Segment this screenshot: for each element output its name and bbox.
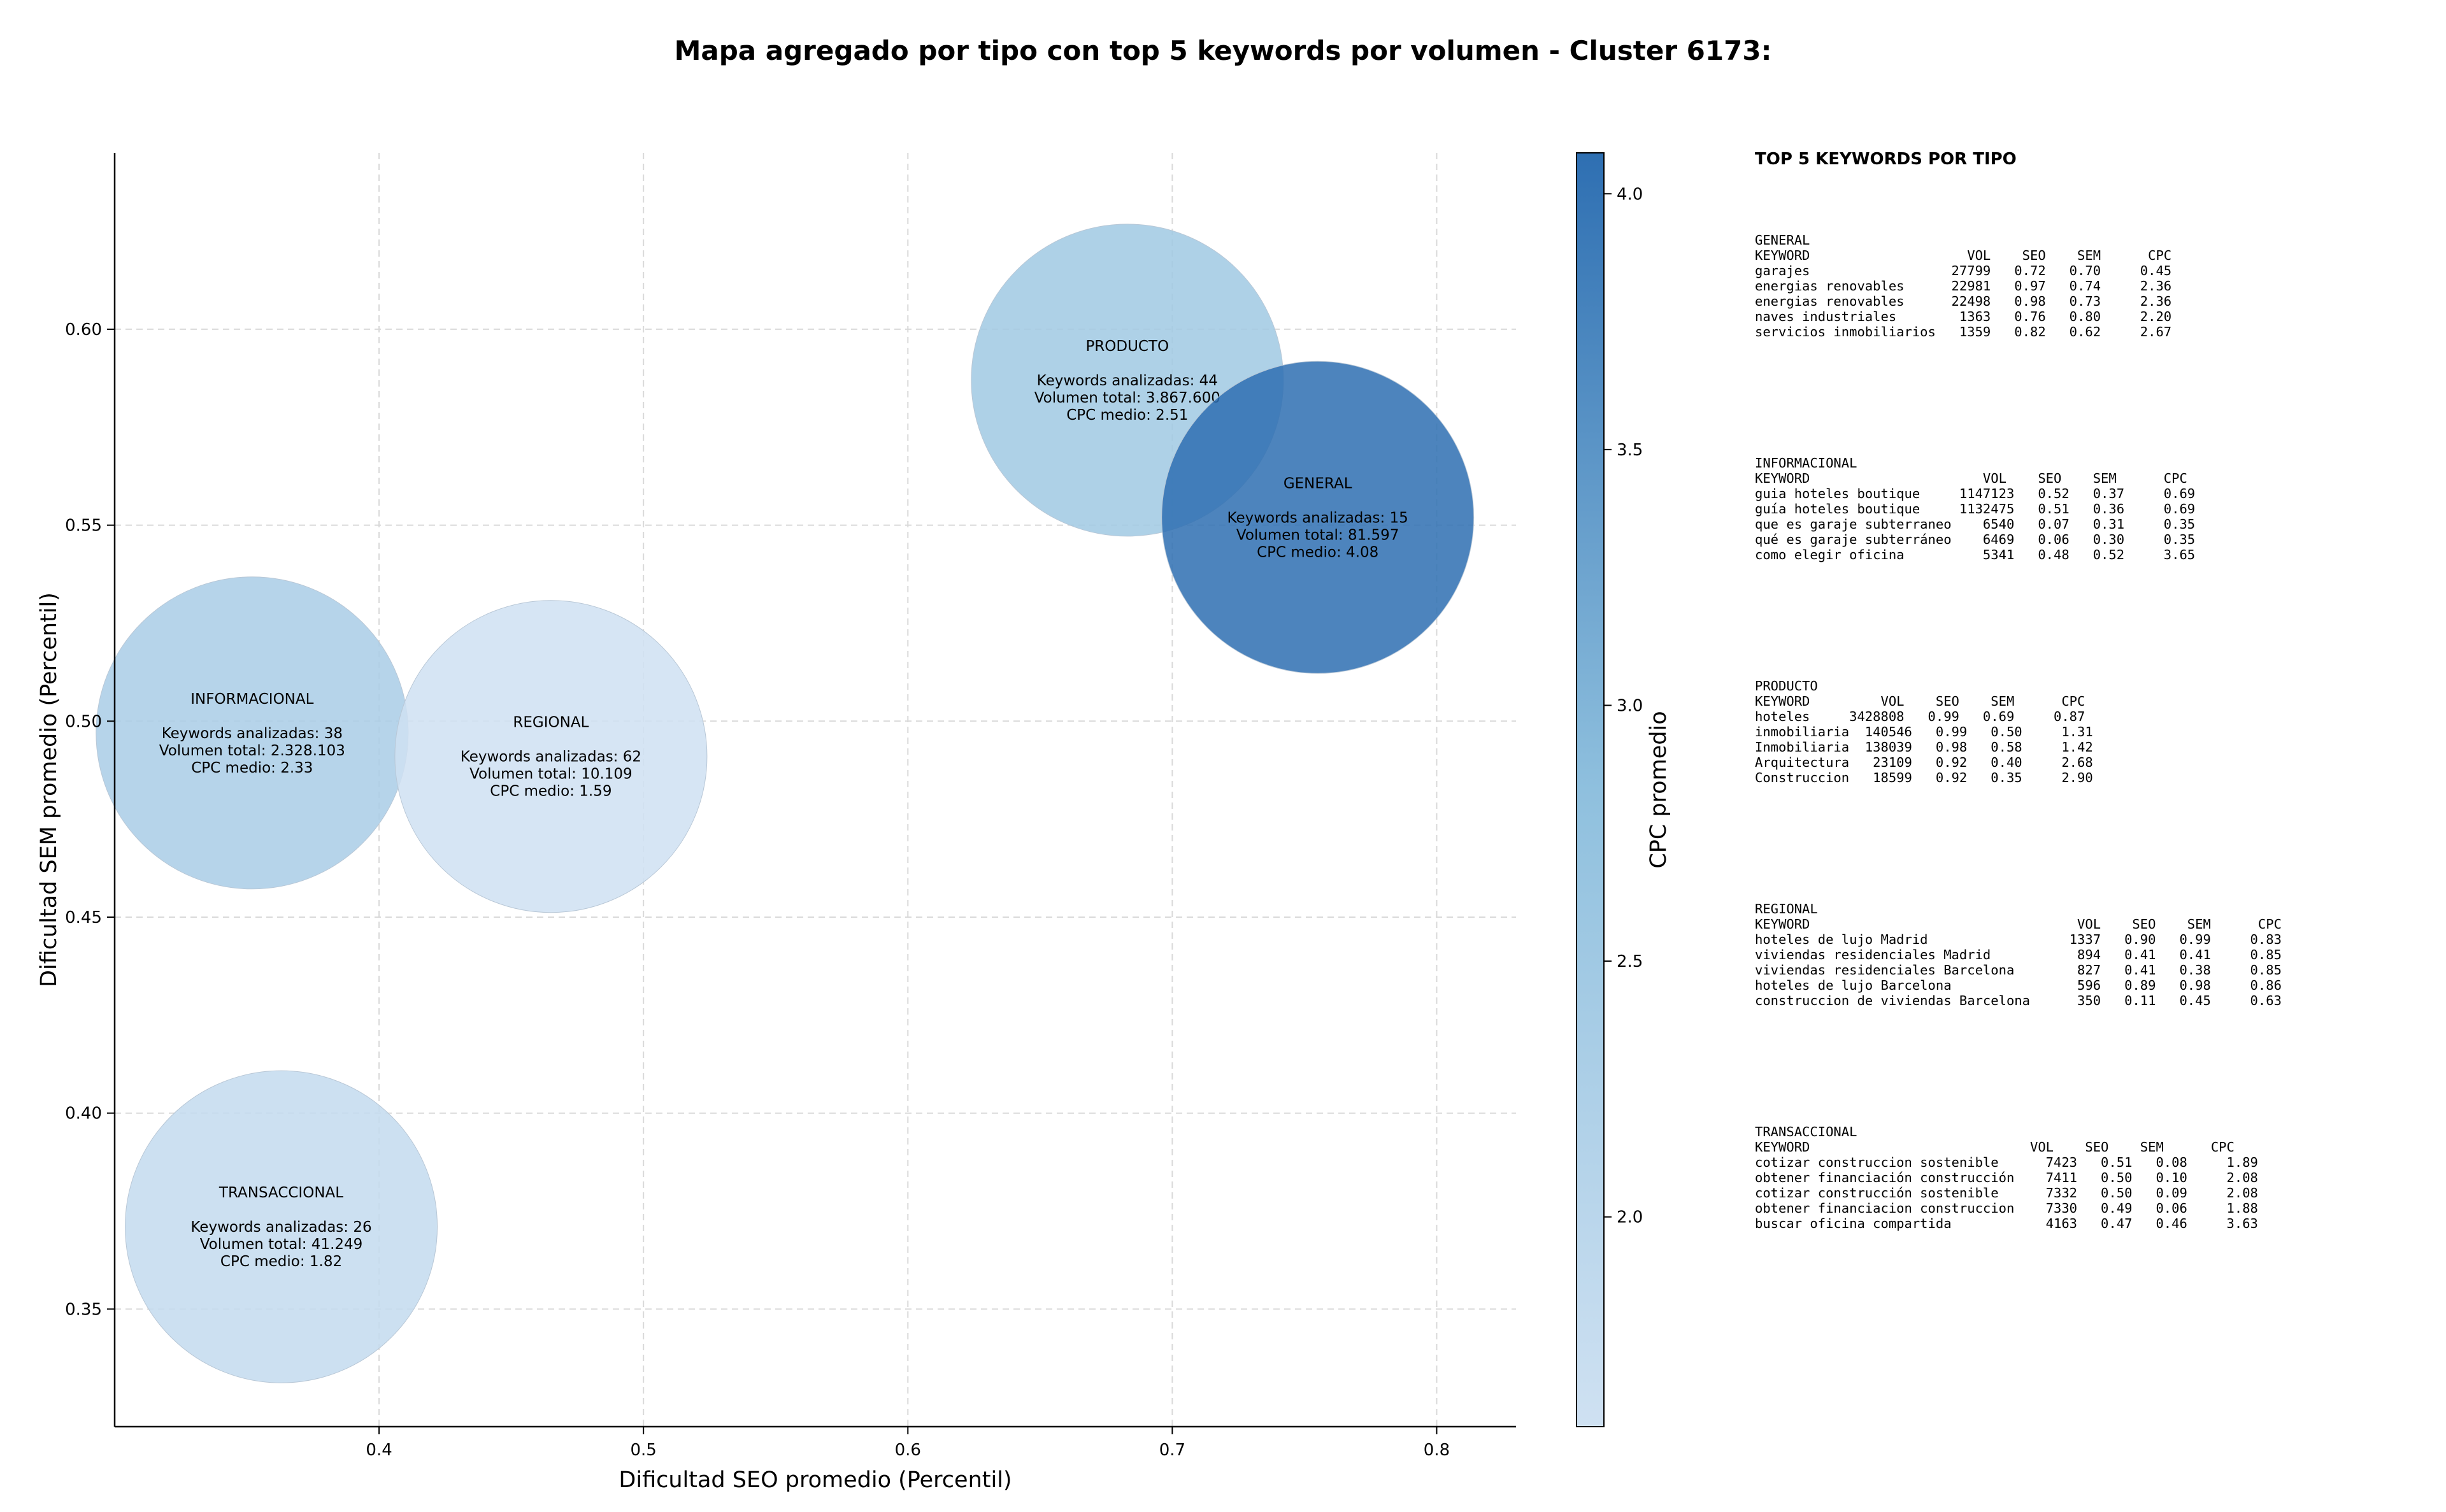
chart-title: Mapa agregado por tipo con top 5 keyword… bbox=[674, 35, 1772, 66]
bubble-label-transaccional-0: TRANSACCIONAL bbox=[218, 1185, 343, 1201]
colorbar-gradient bbox=[1576, 152, 1605, 1427]
bubble-label-regional-0: REGIONAL bbox=[513, 715, 589, 731]
colorbar-tick-label-2: 3.0 bbox=[1617, 696, 1643, 715]
colorbar-tick-label-4: 4.0 bbox=[1617, 185, 1643, 204]
bubble-regional bbox=[394, 600, 708, 913]
keywords-block-regional: REGIONAL KEYWORD VOL SEO SEM CPC hoteles… bbox=[1755, 901, 2282, 1008]
bubble-label-general-4: CPC medio: 4.08 bbox=[1257, 544, 1378, 560]
x-tick-label-1: 0.5 bbox=[631, 1441, 657, 1460]
bubble-transaccional bbox=[125, 1070, 438, 1383]
y-axis-label: Dificultad SEM promedio (Percentil) bbox=[36, 592, 62, 987]
bubble-label-regional-3: Volumen total: 10.109 bbox=[469, 766, 633, 783]
x-tick-label-0: 0.4 bbox=[366, 1441, 392, 1460]
keywords-block-transaccional: TRANSACCIONAL KEYWORD VOL SEO SEM CPC co… bbox=[1755, 1124, 2258, 1231]
x-tick-label-2: 0.6 bbox=[895, 1441, 921, 1460]
bubble-label-general-2: Keywords analizadas: 15 bbox=[1227, 510, 1408, 526]
y-tick-label-4: 0.55 bbox=[65, 517, 102, 536]
bubble-label-general-3: Volumen total: 81.597 bbox=[1236, 527, 1399, 543]
x-tick-label-4: 0.8 bbox=[1424, 1441, 1450, 1460]
top-keywords-panel: TOP 5 KEYWORDS POR TIPO GENERAL KEYWORD … bbox=[1755, 150, 2430, 1347]
bubble-label-regional-2: Keywords analizadas: 62 bbox=[461, 749, 641, 766]
colorbar-label: CPC promedio bbox=[1646, 711, 1671, 868]
keywords-block-informacional: INFORMACIONAL KEYWORD VOL SEO SEM CPC gu… bbox=[1755, 455, 2196, 562]
bubble-label-informacional-2: Keywords analizadas: 38 bbox=[162, 725, 343, 742]
colorbar: 2.0 2.5 3.0 3.5 4.0 CPC promedio bbox=[1576, 152, 1671, 1427]
bubble-label-producto-4: CPC medio: 2.51 bbox=[1066, 407, 1188, 424]
x-tick-label-3: 0.7 bbox=[1159, 1441, 1185, 1460]
bubble-label-informacional-3: Volumen total: 2.328.103 bbox=[159, 743, 345, 759]
bubble-label-informacional-4: CPC medio: 2.33 bbox=[191, 760, 313, 776]
bubble-label-producto-3: Volumen total: 3.867.600 bbox=[1034, 390, 1220, 406]
y-tick-label-0: 0.35 bbox=[65, 1300, 102, 1319]
y-tick-label-2: 0.45 bbox=[65, 908, 102, 927]
axes: 0.4 0.5 0.6 0.7 0.8 0.35 0.40 0.45 0.50 0.55 0.60 D… bbox=[36, 153, 1516, 1493]
keywords-block-producto: PRODUCTO KEYWORD VOL SEO SEM CPC hoteles… bbox=[1755, 678, 2093, 785]
bubble-label-informacional-0: INFORMACIONAL bbox=[190, 691, 313, 708]
y-tick-label-5: 0.60 bbox=[65, 320, 102, 339]
bubble-label-regional-4: CPC medio: 1.59 bbox=[490, 783, 612, 800]
bubble-general bbox=[1161, 360, 1475, 674]
bubble-label-producto-2: Keywords analizadas: 44 bbox=[1037, 373, 1218, 389]
bubble-label-transaccional-2: Keywords analizadas: 26 bbox=[190, 1219, 371, 1236]
colorbar-tick-label-1: 2.5 bbox=[1617, 952, 1643, 971]
colorbar-tick-label-3: 3.5 bbox=[1617, 441, 1643, 460]
y-tick-label-3: 0.50 bbox=[65, 712, 102, 731]
bubble-label-general-0: GENERAL bbox=[1284, 475, 1352, 492]
bubble-label-producto-0: PRODUCTO bbox=[1085, 338, 1169, 355]
keywords-block-general: GENERAL KEYWORD VOL SEO SEM CPC garajes … bbox=[1755, 232, 2172, 339]
y-tick-label-1: 0.40 bbox=[65, 1104, 102, 1123]
colorbar-tick-label-0: 2.0 bbox=[1617, 1208, 1643, 1227]
bubble-label-transaccional-3: Volumen total: 41.249 bbox=[200, 1236, 363, 1253]
x-axis-label: Dificultad SEO promedio (Percentil) bbox=[619, 1467, 1012, 1493]
panel-title: TOP 5 KEYWORDS POR TIPO bbox=[1755, 150, 2017, 169]
bubble-label-transaccional-4: CPC medio: 1.82 bbox=[220, 1253, 342, 1270]
